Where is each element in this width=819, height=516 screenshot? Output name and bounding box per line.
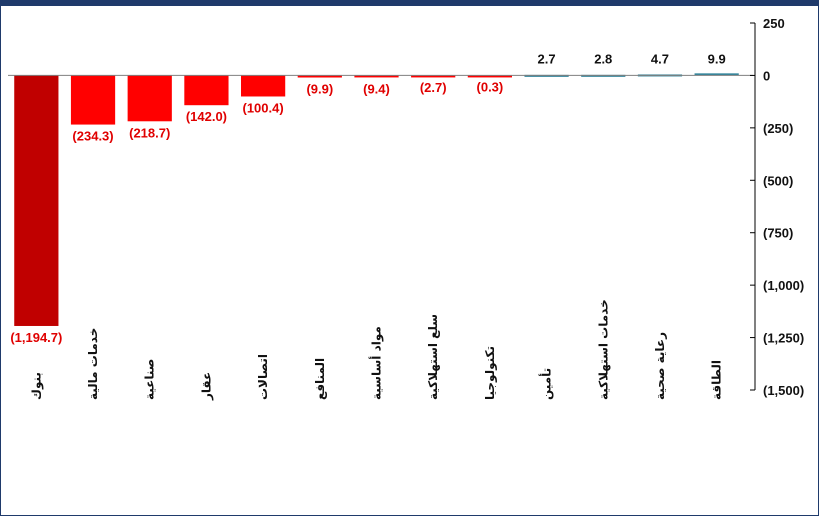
bar-13 (694, 73, 739, 76)
bar-8 (411, 75, 456, 78)
bar-3 (127, 75, 172, 122)
category-label-1: بنوك (29, 372, 44, 400)
value-labels-group: (1,194.7) (234.3) (218.7) (142.0) (100.4) (9.… (10, 51, 725, 345)
top-border-bar (0, 0, 819, 6)
category-label-4: عقار (199, 372, 213, 401)
value-label-1: (1,194.7) (10, 330, 62, 345)
value-label-2: (234.3) (72, 129, 113, 144)
category-label-3: صناعية (143, 359, 157, 400)
value-label-13: 9.9 (708, 51, 726, 66)
value-label-3: (218.7) (129, 125, 170, 140)
bars-group (14, 73, 739, 326)
category-label-10: تأمين (539, 368, 554, 400)
category-label-2: خدمات مالية (86, 328, 100, 400)
y-tick-label-1: 250 (763, 16, 785, 31)
category-label-7: مواد أساسية (369, 326, 385, 400)
y-tick-label-8: (1,500) (763, 383, 804, 398)
value-label-11: 2.8 (594, 51, 612, 66)
bar-4 (184, 75, 229, 106)
bar-6 (297, 75, 342, 78)
value-label-4: (142.0) (186, 109, 227, 124)
category-labels-group: بنوك خدمات مالية صناعية عقار اتصالات المنافع م… (29, 299, 723, 401)
y-tick-label-6: (1,000) (763, 278, 804, 293)
y-tick-label-2: 0 (763, 68, 770, 83)
y-tick-label-5: (750) (763, 226, 793, 241)
category-label-13: الطاقة (710, 360, 724, 400)
y-tick-label-7: (1,250) (763, 331, 804, 346)
bar-1 (14, 75, 59, 326)
bar-9 (467, 75, 512, 78)
category-label-8: سلع استهلاكية (426, 314, 440, 400)
y-axis: 250 0 (250) (500) (750) (1,000) (1,250) (1,500) (8, 16, 804, 398)
value-label-8: (2.7) (420, 80, 447, 95)
category-label-11: خدمات استهلاكية (596, 299, 610, 400)
y-tick-label-3: (250) (763, 121, 793, 136)
value-label-12: 4.7 (651, 51, 669, 66)
value-label-10: 2.7 (538, 51, 556, 66)
category-label-6: المنافع (313, 358, 327, 400)
y-tick-label-4: (500) (763, 173, 793, 188)
bar-7 (354, 75, 399, 78)
category-label-9: تكنولوجيا (483, 346, 498, 400)
category-label-12: رعاية صحية (653, 332, 667, 400)
bar-2 (70, 75, 116, 125)
value-label-6: (9.9) (306, 82, 333, 97)
bar-5 (241, 75, 286, 97)
value-label-5: (100.4) (243, 100, 284, 115)
category-label-5: اتصالات (256, 354, 270, 400)
value-label-9: (0.3) (477, 79, 504, 94)
value-label-7: (9.4) (363, 81, 390, 96)
